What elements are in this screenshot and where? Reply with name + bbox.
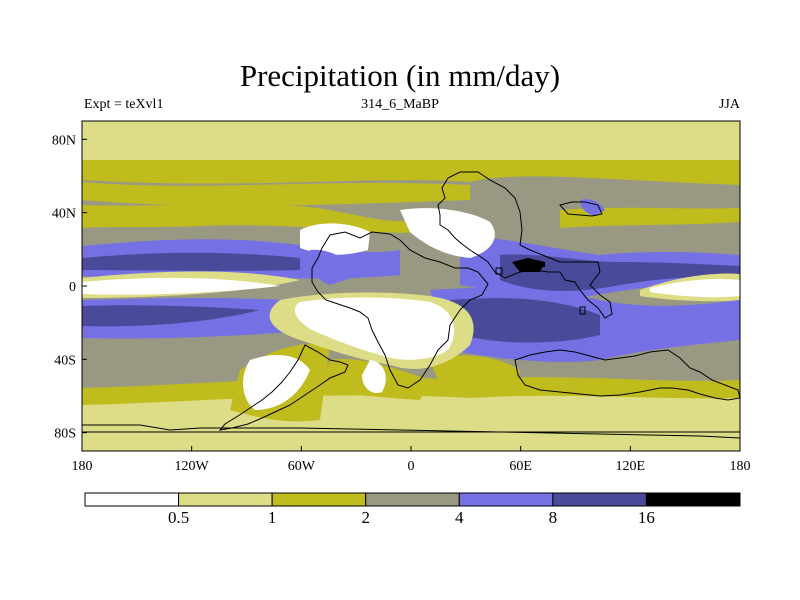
colorbar-swatch xyxy=(84,492,180,507)
latitude-axis: 80N 40N 0 40S 80S xyxy=(52,133,87,442)
lat-tick-label: 0 xyxy=(69,280,76,295)
colorbar-label: 8 xyxy=(549,508,558,527)
precipitation-field xyxy=(82,121,740,451)
coastlines xyxy=(82,171,741,439)
lon-tick-label: 60W xyxy=(288,459,316,474)
colorbar-swatch xyxy=(271,492,367,507)
time-period-label: 314_6_MaBP xyxy=(361,97,439,112)
colorbar-label: 0.5 xyxy=(168,508,189,527)
lon-tick-label: 180 xyxy=(730,459,751,474)
lon-tick-label: 0 xyxy=(408,459,415,474)
lon-tick-label: 120E xyxy=(616,459,646,474)
lat-tick-label: 80N xyxy=(52,133,76,148)
colorbar-swatch xyxy=(645,492,741,507)
colorbar-label: 16 xyxy=(638,508,655,527)
lat-tick-label: 40S xyxy=(54,353,76,368)
colorbar-label: 1 xyxy=(268,508,277,527)
experiment-label: Expt = teXvl1 xyxy=(84,97,164,112)
colorbar-swatch xyxy=(458,492,554,507)
lon-tick-label: 180 xyxy=(72,459,93,474)
longitude-axis: 180 120W 60W 0 60E 120E 180 xyxy=(72,446,751,474)
colorbar-label: 2 xyxy=(361,508,370,527)
colorbar-swatch xyxy=(552,492,647,507)
lat-tick-label: 40N xyxy=(52,207,76,222)
lon-tick-label: 120W xyxy=(175,459,210,474)
lon-tick-label: 60E xyxy=(509,459,532,474)
colorbar: 0.5 1 2 4 8 16 xyxy=(84,492,741,527)
colorbar-swatch xyxy=(365,492,460,507)
season-label: JJA xyxy=(718,97,740,112)
colorbar-label: 4 xyxy=(455,508,464,527)
lat-tick-label: 80S xyxy=(54,427,76,442)
colorbar-swatch xyxy=(178,492,273,507)
chart-title: Precipitation (in mm/day) xyxy=(239,58,561,93)
